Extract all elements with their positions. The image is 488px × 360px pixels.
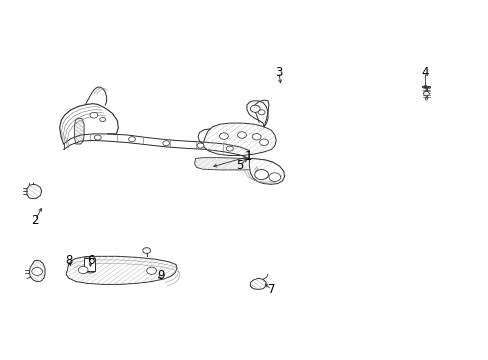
Text: 9: 9 bbox=[157, 269, 165, 282]
Text: 4: 4 bbox=[421, 66, 428, 78]
Circle shape bbox=[423, 91, 428, 96]
Circle shape bbox=[163, 141, 169, 146]
Circle shape bbox=[197, 143, 203, 148]
Text: 3: 3 bbox=[274, 66, 282, 78]
Circle shape bbox=[259, 139, 268, 145]
Circle shape bbox=[100, 117, 105, 122]
Text: 6: 6 bbox=[86, 255, 94, 267]
Circle shape bbox=[78, 266, 88, 274]
Circle shape bbox=[128, 137, 135, 142]
Circle shape bbox=[250, 105, 260, 112]
Text: 2: 2 bbox=[31, 214, 39, 227]
Polygon shape bbox=[246, 101, 267, 127]
Polygon shape bbox=[66, 256, 177, 284]
Circle shape bbox=[146, 267, 156, 274]
Circle shape bbox=[32, 267, 42, 275]
Text: 7: 7 bbox=[267, 283, 275, 296]
Polygon shape bbox=[250, 278, 265, 289]
Circle shape bbox=[237, 132, 246, 138]
Circle shape bbox=[94, 135, 101, 140]
Polygon shape bbox=[203, 123, 276, 156]
Circle shape bbox=[226, 146, 233, 151]
Circle shape bbox=[219, 133, 228, 139]
Polygon shape bbox=[422, 86, 429, 87]
Bar bbox=[84, 258, 95, 271]
Circle shape bbox=[90, 112, 98, 118]
Circle shape bbox=[254, 170, 268, 180]
Text: 1: 1 bbox=[244, 150, 252, 163]
Circle shape bbox=[268, 173, 280, 181]
Polygon shape bbox=[74, 118, 84, 144]
Polygon shape bbox=[249, 158, 284, 184]
Polygon shape bbox=[424, 98, 427, 100]
Polygon shape bbox=[194, 158, 274, 170]
Text: 8: 8 bbox=[64, 255, 72, 267]
Polygon shape bbox=[27, 184, 41, 199]
Text: 5: 5 bbox=[235, 159, 243, 172]
Circle shape bbox=[142, 248, 150, 253]
Circle shape bbox=[252, 134, 261, 140]
Polygon shape bbox=[29, 260, 45, 282]
Circle shape bbox=[258, 110, 264, 115]
